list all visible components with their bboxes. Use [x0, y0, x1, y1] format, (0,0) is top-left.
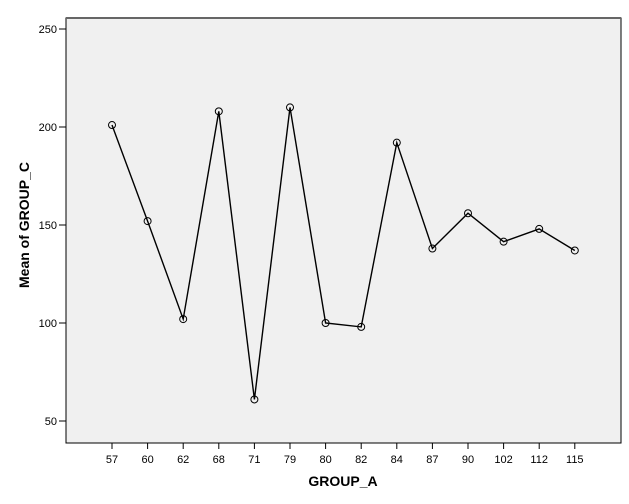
data-point-marker [286, 103, 294, 112]
data-point-marker [464, 209, 472, 218]
x-tick-label: 60 [141, 454, 153, 466]
y-axis: 50 100 150 200 250 [39, 24, 66, 428]
y-tick-label: 150 [39, 220, 57, 232]
x-axis: 57 60 62 68 71 79 80 82 84 87 90 102 112 115 [106, 443, 584, 466]
x-tick-label: 82 [355, 454, 367, 466]
x-tick-label: 84 [391, 454, 403, 466]
x-tick-label: 62 [177, 454, 189, 466]
x-tick-label: 90 [462, 454, 474, 466]
data-point-marker [392, 138, 401, 147]
x-tick-label: 79 [284, 454, 296, 466]
data-point-marker [250, 395, 259, 404]
data-point-marker [428, 244, 437, 253]
plot-area [65, 17, 622, 444]
y-tick-label: 250 [39, 24, 57, 36]
x-tick-label: 112 [530, 454, 548, 466]
data-point-marker [108, 121, 116, 130]
x-axis-title: GROUP_A [308, 473, 377, 489]
y-tick-label: 100 [39, 318, 57, 330]
x-tick-label: 57 [106, 454, 118, 466]
data-point-marker [570, 246, 579, 255]
x-tick-label: 80 [319, 454, 331, 466]
data-point-marker [357, 322, 366, 331]
y-axis-title: Mean of GROUP_C [16, 162, 32, 288]
x-tick-label: 87 [426, 454, 438, 466]
data-series [108, 103, 579, 404]
x-tick-label: 68 [213, 454, 225, 466]
data-point-marker [535, 224, 544, 233]
x-tick-label: 102 [494, 454, 512, 466]
x-tick-label: 115 [566, 454, 584, 466]
data-point-marker [214, 107, 223, 116]
x-tick-label: 71 [248, 454, 260, 466]
data-point-marker [143, 217, 152, 226]
y-tick-label: 50 [45, 416, 57, 428]
data-point-marker [499, 237, 508, 246]
series-line [111, 107, 576, 400]
data-point-marker [321, 319, 330, 327]
data-point-marker [179, 315, 188, 324]
y-tick-label: 200 [39, 122, 57, 134]
